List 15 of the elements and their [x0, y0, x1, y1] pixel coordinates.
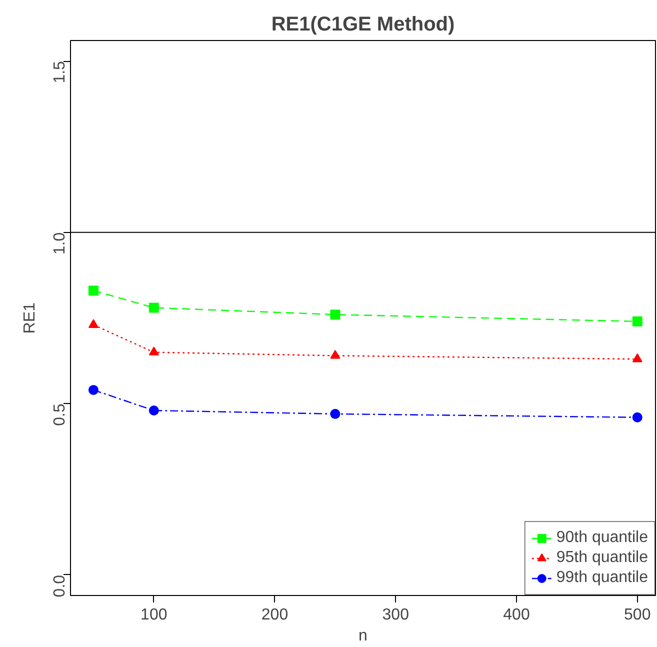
legend-label: 99th quantile [556, 569, 648, 587]
y-tick-label: 1.5 [52, 60, 68, 84]
x-axis-title: n [358, 628, 368, 644]
chart-title: RE1(C1GE Method) [271, 14, 455, 36]
legend-label: 95th quantile [556, 549, 648, 567]
y-tick-label: 0.5 [52, 404, 68, 426]
y-axis-title: RE1 [22, 302, 38, 334]
x-tick-label: 100 [140, 606, 168, 624]
x-tick-label: 200 [261, 606, 288, 624]
x-tick-label: 500 [624, 606, 651, 624]
y-tick-label: 1.0 [52, 232, 68, 255]
legend-label: 90th quantile [556, 529, 648, 547]
x-tick-label: 300 [382, 606, 410, 624]
x-tick-label: 400 [503, 606, 530, 624]
y-tick-label: 0.0 [52, 574, 68, 598]
